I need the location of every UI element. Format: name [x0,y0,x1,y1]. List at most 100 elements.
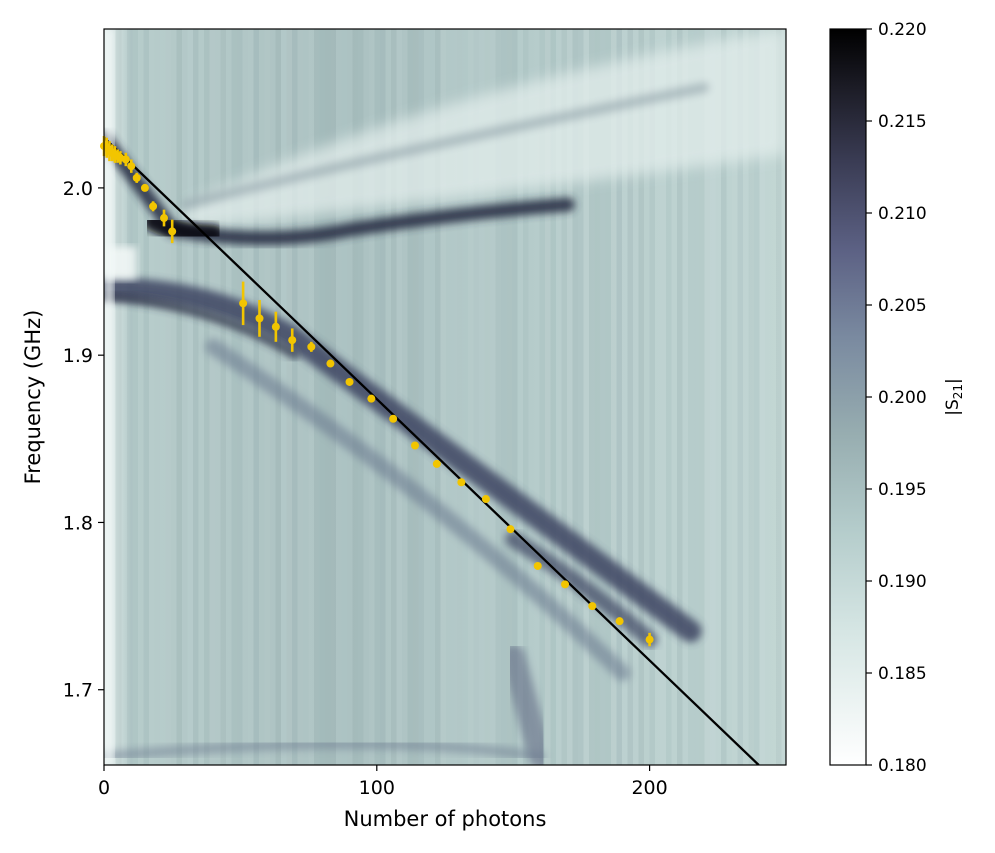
x-tick-label: 200 [631,777,667,799]
heatmap-column [611,29,617,765]
heatmap-column [413,29,419,765]
heatmap-column [776,29,782,765]
heatmap-column [556,29,562,765]
heatmap-resonance-branch [180,82,710,210]
heatmap-column [424,29,430,765]
heatmap-resonance-branch [104,739,546,762]
data-point [481,495,490,504]
data-point [645,635,654,644]
heatmap-column [616,29,622,765]
heatmap-resonance-branch [104,292,299,360]
colorbar-title-end: | [943,378,963,384]
heatmap-column [468,29,474,765]
colorbar-tick-label: 0.200 [878,388,927,408]
heatmap-column [165,29,171,765]
data-point [410,441,419,450]
heatmap-column [726,29,732,765]
heatmap-column [737,29,743,765]
heatmap-column [429,29,435,765]
heatmap-column [501,29,507,765]
heatmap-column [116,29,122,765]
colorbar-tick-label: 0.205 [878,296,927,316]
heatmap-resonance-branch [104,277,702,643]
heatmap-column [226,29,232,765]
colorbar-tick-label: 0.210 [878,204,927,224]
heatmap-column [440,29,446,765]
heatmap-column [534,29,540,765]
data-point [140,183,149,192]
heatmap-column [490,29,496,765]
data-point [149,202,158,211]
fit-line [104,136,760,765]
heatmap-column [512,29,518,765]
heatmap-column [308,29,314,765]
heatmap-column [473,29,479,765]
heatmap-column [600,29,606,765]
y-axis-title: Frequency (GHz) [21,310,45,485]
heatmap-column [402,29,408,765]
heatmap-column [638,29,644,765]
heatmap-column [605,29,611,765]
y-tick-label: 1.8 [63,512,93,534]
y-tick-label: 1.7 [63,680,93,702]
heatmap-column [132,29,138,765]
y-axis: 1.7 1.8 1.9 2.0 [63,178,104,702]
heatmap-column [523,29,529,765]
heatmap-column [743,29,749,765]
data-point [307,342,316,351]
heatmap-column [259,29,265,765]
colorbar-tick-label: 0.195 [878,480,927,500]
heatmap-column [198,29,204,765]
heatmap-column [182,29,188,765]
heatmap-column [407,29,413,765]
data-point [615,617,624,626]
heatmap-column [721,29,727,765]
heatmap-column [314,29,320,765]
heatmap-column [754,29,760,765]
heatmap-column [479,29,485,765]
heatmap-column [187,29,193,765]
heatmap-column [303,29,309,765]
heatmap-column [325,29,331,765]
heatmap-column [149,29,155,765]
heatmap-column [528,29,534,765]
heatmap-column [655,29,661,765]
heatmap-column [391,29,397,765]
heatmap-background [104,29,786,765]
heatmap-column [127,29,133,765]
heatmap-resonance-branch [505,531,658,648]
heatmap-column [209,29,215,765]
heatmap-column [583,29,589,765]
data-point [132,173,141,182]
heatmap-column [660,29,666,765]
heatmap-resonance-branch [143,211,224,245]
heatmap-column [506,29,512,765]
heatmap-column [710,29,716,765]
data-point [561,580,570,589]
heatmap-column [347,29,353,765]
measured-points-layer [100,136,654,647]
heatmap-column [237,29,243,765]
heatmap-column [732,29,738,765]
colorbar [829,28,867,766]
heatmap-column [567,29,573,765]
heatmap-column [550,29,556,765]
heatmap-column [748,29,754,765]
heatmap-column [622,29,628,765]
heatmap-column [215,29,221,765]
heatmap-column [699,29,705,765]
heatmap-column [143,29,149,765]
heatmap-column [517,29,523,765]
heatmap-column [545,29,551,765]
heatmap-column [704,29,710,765]
data-point [271,322,280,331]
heatmap-column [336,29,342,765]
heatmap-column [666,29,672,765]
fit-line-layer [104,136,760,765]
x-axis-title: Number of photons [344,807,547,831]
heatmap-column [435,29,441,765]
data-point [121,155,130,164]
heatmap-column [451,29,457,765]
heatmap-column [781,29,786,765]
